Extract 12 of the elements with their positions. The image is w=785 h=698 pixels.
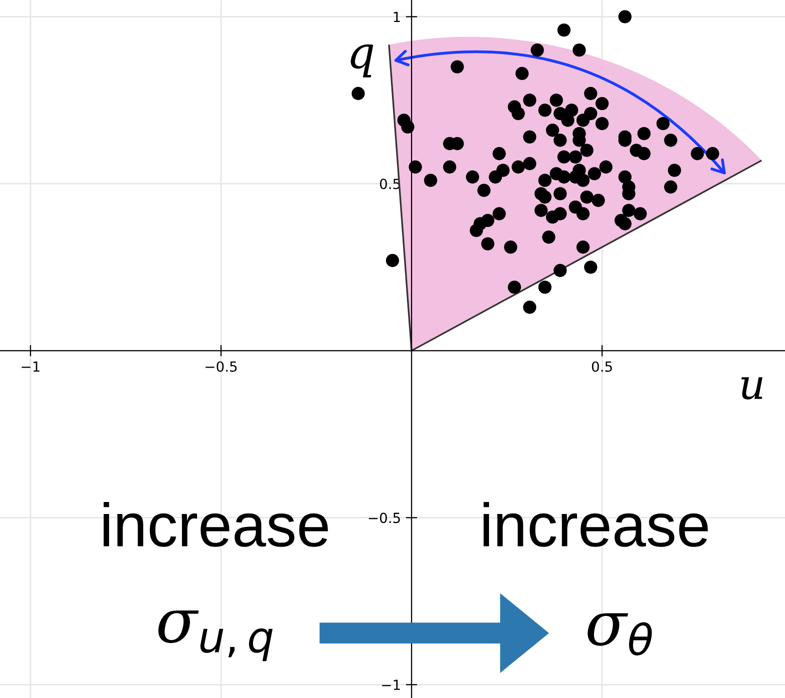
x-tick-label: −0.5 xyxy=(206,361,237,372)
x-tick-label: 0.5 xyxy=(592,361,612,372)
y-tick-label: 1 xyxy=(394,12,400,22)
x-axis-title: u xyxy=(741,377,762,400)
y-axis-title: q xyxy=(350,44,374,78)
annotation: increase xyxy=(104,502,328,547)
annotation: increase xyxy=(484,502,708,547)
annotation: σ$_{u,q}$ xyxy=(158,610,273,662)
y-tick-label: −0.5 xyxy=(368,512,400,524)
y-tick-label: −1 xyxy=(382,680,400,690)
x-tick-label: −1 xyxy=(22,362,40,372)
annotation: σ$_{θ}$ xyxy=(588,613,652,656)
